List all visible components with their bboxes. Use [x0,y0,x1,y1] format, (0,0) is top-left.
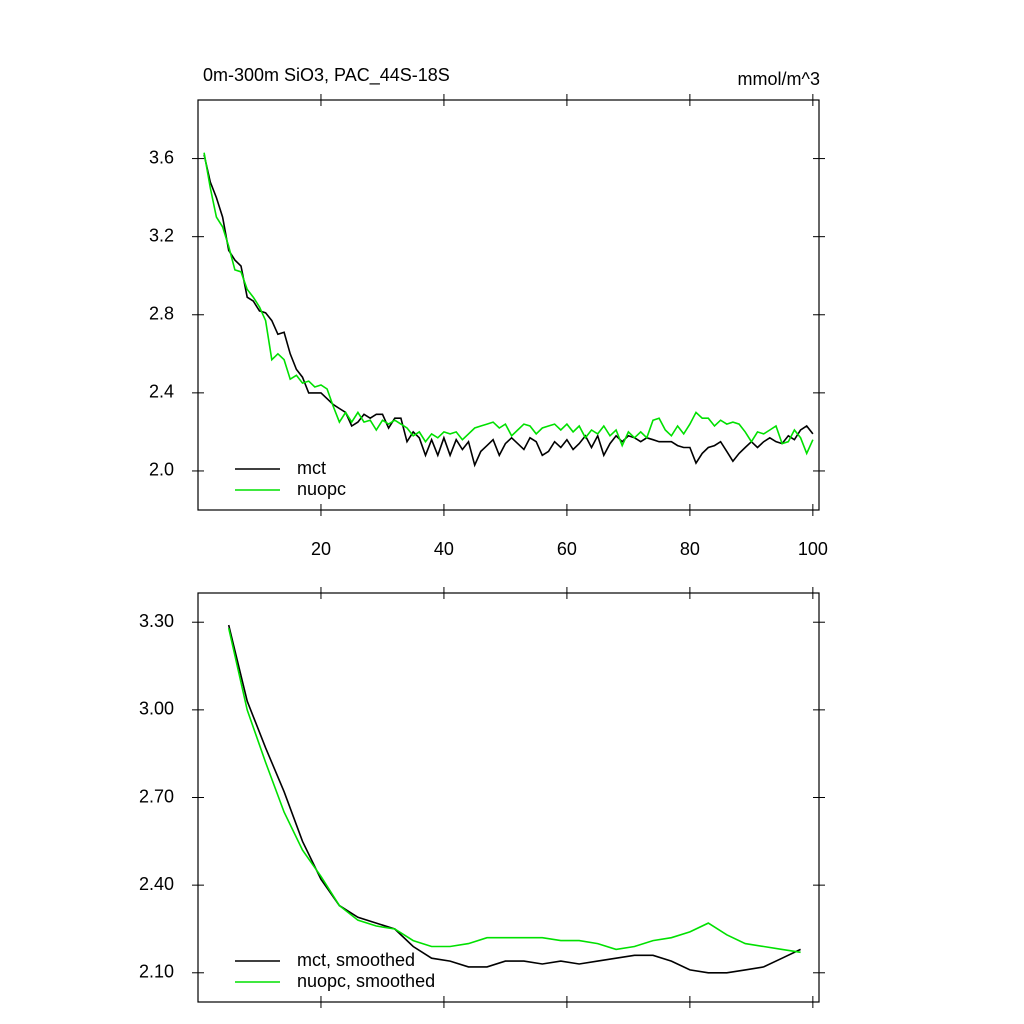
x-tick-label: 80 [680,539,700,559]
y-tick-label: 2.40 [139,874,174,894]
units-label: mmol/m^3 [738,69,820,89]
y-tick-label: 2.70 [139,786,174,806]
data-line [203,154,814,468]
data-line [227,627,801,954]
y-tick-label: 2.8 [149,304,174,324]
x-tick-label: 40 [434,539,454,559]
legend-label: mct, smoothed [297,950,415,970]
plot-frame [197,99,820,511]
data-line [203,152,814,456]
plot-frame [197,592,820,1003]
legend-label: nuopc, smoothed [297,971,435,991]
legend-label: mct [297,458,326,478]
y-tick-label: 2.0 [149,460,174,480]
y-tick-label: 3.2 [149,225,174,245]
y-tick-label: 3.6 [149,147,174,167]
y-tick-label: 2.4 [149,382,174,402]
x-tick-label: 60 [557,539,577,559]
x-tick-label: 100 [798,539,828,559]
chart-title: 0m-300m SiO3, PAC_44S-18S [203,65,450,86]
y-tick-label: 2.10 [139,962,174,982]
legend-label: nuopc [297,479,346,499]
data-line [227,624,801,974]
y-tick-label: 3.30 [139,611,174,631]
x-tick-label: 20 [311,539,331,559]
y-tick-label: 3.00 [139,699,174,719]
